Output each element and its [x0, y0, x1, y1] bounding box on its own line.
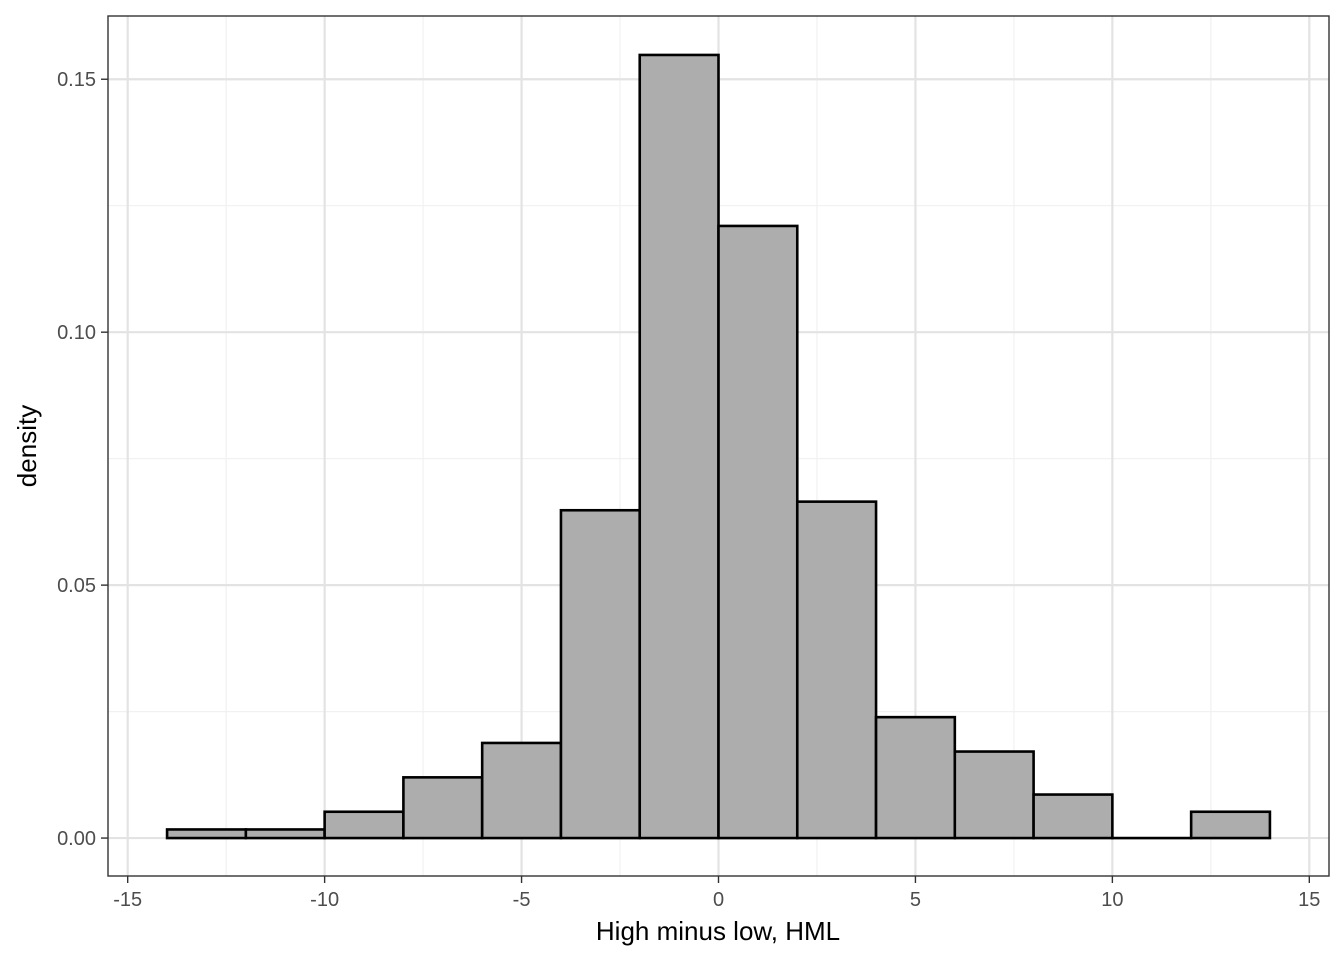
- x-tick-label: 0: [713, 889, 724, 911]
- x-axis-title: High minus low, HML: [596, 916, 840, 946]
- x-tick-label: 15: [1298, 889, 1320, 911]
- minor-gridlines: [108, 16, 1329, 876]
- histogram-bar: [323, 810, 405, 840]
- histogram-bar: [1189, 810, 1272, 840]
- histogram-bar: [165, 828, 248, 840]
- x-tick-label: -10: [310, 889, 339, 911]
- x-tick-label: -5: [513, 889, 531, 911]
- histogram-bar: [874, 715, 957, 840]
- histogram-bar: [953, 750, 1035, 840]
- x-axis: -15 -10 -5 0 5 10 15: [113, 876, 1320, 911]
- y-axis: 0.00 0.05 0.10 0.15: [57, 69, 108, 850]
- histogram-bar: [717, 224, 799, 840]
- major-gridlines: [108, 16, 1329, 876]
- y-tick-label: 0.05: [57, 575, 96, 597]
- histogram-bar: [244, 828, 326, 840]
- histogram-bar: [795, 500, 878, 840]
- y-axis-title: density: [12, 405, 42, 487]
- x-tick-label: 10: [1101, 889, 1123, 911]
- histogram-bar: [480, 741, 563, 840]
- x-tick-label: 5: [910, 889, 921, 911]
- histogram-bar: [559, 508, 642, 840]
- histogram-bar: [1032, 793, 1114, 840]
- histogram-bar: [402, 776, 484, 840]
- y-tick-label: 0.15: [57, 69, 96, 91]
- x-tick-label: -15: [113, 889, 142, 911]
- histogram-bar: [638, 53, 720, 840]
- y-tick-label: 0.00: [57, 828, 96, 850]
- histogram-bars: [165, 53, 1272, 840]
- y-tick-label: 0.10: [57, 322, 96, 344]
